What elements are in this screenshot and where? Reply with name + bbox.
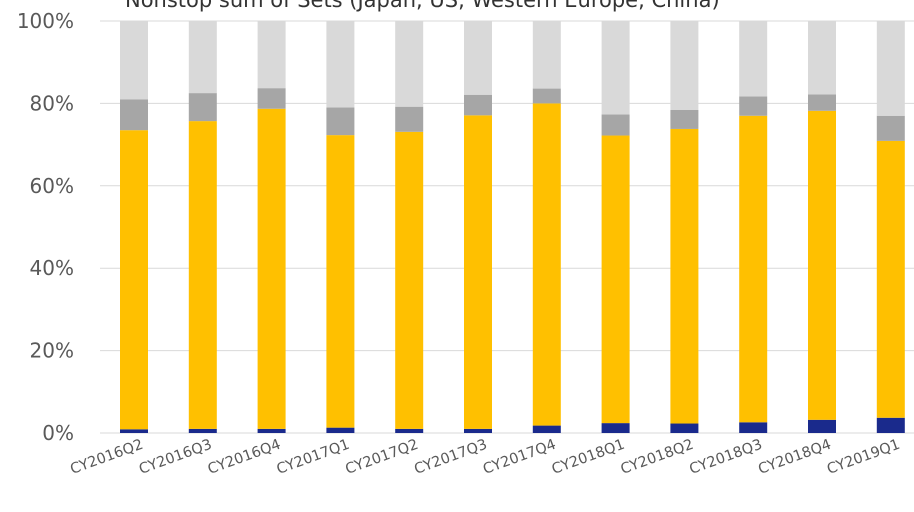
bar-segment-series-2-CY2018Q2 xyxy=(670,128,699,424)
bar-segment-series-2-CY2018Q1 xyxy=(601,135,630,424)
bar-segment-series-2-CY2016Q3 xyxy=(188,121,217,429)
bar-segment-series-3-CY2018Q3 xyxy=(739,96,768,116)
x-tick-label: CY2017Q3 xyxy=(412,437,489,478)
y-tick-label: 20% xyxy=(30,339,74,363)
bar-segment-series-1-CY2016Q3 xyxy=(188,428,217,433)
bar-segment-series-3-CY2017Q2 xyxy=(395,106,424,132)
bar-segment-series-1-CY2018Q4 xyxy=(808,419,836,433)
bar-segment-series-1-CY2019Q1 xyxy=(876,417,905,433)
bar-segment-series-2-CY2017Q1 xyxy=(326,135,355,428)
bar-segment-series-1-CY2017Q4 xyxy=(532,425,561,433)
bar-segment-series-2-CY2017Q3 xyxy=(464,115,492,429)
bar-segment-series-2-CY2018Q3 xyxy=(739,115,768,423)
bars xyxy=(120,21,905,433)
x-tick-label: CY2016Q4 xyxy=(206,437,283,478)
bar-segment-series-2-CY2018Q4 xyxy=(808,110,836,420)
bar-segment-series-4-CY2019Q1 xyxy=(876,21,905,116)
bar-segment-series-4-CY2017Q2 xyxy=(395,21,424,107)
bar-segment-series-1-CY2018Q2 xyxy=(670,423,699,433)
bar-segment-series-2-CY2017Q4 xyxy=(532,103,561,426)
x-tick-label: CY2018Q3 xyxy=(687,437,764,478)
bar-segment-series-4-CY2018Q1 xyxy=(601,21,630,115)
y-tick-label: 100% xyxy=(17,9,74,33)
bar-segment-series-3-CY2018Q1 xyxy=(601,114,630,136)
bar-segment-series-4-CY2017Q1 xyxy=(326,21,355,108)
bar-segment-series-3-CY2019Q1 xyxy=(876,115,905,141)
bar-segment-series-3-CY2016Q4 xyxy=(257,88,286,109)
gridlines xyxy=(100,20,914,434)
y-tick-label: 80% xyxy=(30,91,74,115)
bar-segment-series-3-CY2017Q1 xyxy=(326,107,355,136)
bar-segment-series-4-CY2018Q4 xyxy=(808,21,836,95)
bar-segment-series-3-CY2016Q3 xyxy=(188,93,217,122)
x-axis-ticks: CY2016Q2CY2016Q3CY2016Q4CY2017Q1CY2017Q2… xyxy=(68,437,902,478)
y-tick-label: 0% xyxy=(42,421,74,445)
x-tick-label: CY2017Q1 xyxy=(275,437,352,478)
bar-segment-series-3-CY2017Q4 xyxy=(532,88,561,104)
x-tick-label: CY2017Q2 xyxy=(343,437,420,478)
bar-segment-series-4-CY2017Q4 xyxy=(532,21,561,89)
bar-segment-series-2-CY2016Q2 xyxy=(120,130,148,430)
x-tick-label: CY2016Q3 xyxy=(137,437,214,478)
bar-segment-series-4-CY2016Q3 xyxy=(188,21,217,94)
bar-segment-series-4-CY2016Q4 xyxy=(257,21,286,89)
bar-segment-series-2-CY2019Q1 xyxy=(876,140,905,418)
bar-segment-series-1-CY2017Q1 xyxy=(326,427,355,433)
bar-segment-series-1-CY2018Q1 xyxy=(601,423,630,433)
bar-segment-series-3-CY2017Q3 xyxy=(464,94,492,116)
bar-segment-series-1-CY2017Q3 xyxy=(464,428,492,433)
bar-segment-series-3-CY2018Q4 xyxy=(808,94,836,111)
bar-segment-series-4-CY2017Q3 xyxy=(464,21,492,95)
bar-segment-series-1-CY2018Q3 xyxy=(739,422,768,433)
bar-segment-series-2-CY2016Q4 xyxy=(257,108,286,429)
bar-segment-series-4-CY2016Q2 xyxy=(120,21,148,100)
x-tick-label: CY2018Q4 xyxy=(756,437,833,478)
bar-segment-series-4-CY2018Q2 xyxy=(670,21,699,110)
x-tick-label: CY2018Q2 xyxy=(619,437,696,478)
y-axis-ticks: 0% 20% 40% 60% 80% 100% xyxy=(17,9,74,445)
bar-segment-series-4-CY2018Q3 xyxy=(739,21,768,97)
y-tick-label: 60% xyxy=(30,174,74,198)
x-tick-label: CY2018Q1 xyxy=(550,437,627,478)
bar-segment-series-1-CY2016Q2 xyxy=(120,429,148,433)
bar-segment-series-1-CY2016Q4 xyxy=(257,428,286,433)
y-tick-label: 40% xyxy=(30,256,74,280)
x-tick-label: CY2016Q2 xyxy=(68,437,145,478)
x-tick-label: CY2017Q4 xyxy=(481,437,558,478)
bar-segment-series-1-CY2017Q2 xyxy=(395,428,424,433)
chart-title: Nonstop sum of Sets (Japan, US, Western … xyxy=(125,0,720,12)
bar-segment-series-3-CY2016Q2 xyxy=(120,99,148,131)
bar-segment-series-2-CY2017Q2 xyxy=(395,131,424,429)
bar-segment-series-3-CY2018Q2 xyxy=(670,109,699,129)
x-tick-label: CY2019Q1 xyxy=(825,437,902,478)
